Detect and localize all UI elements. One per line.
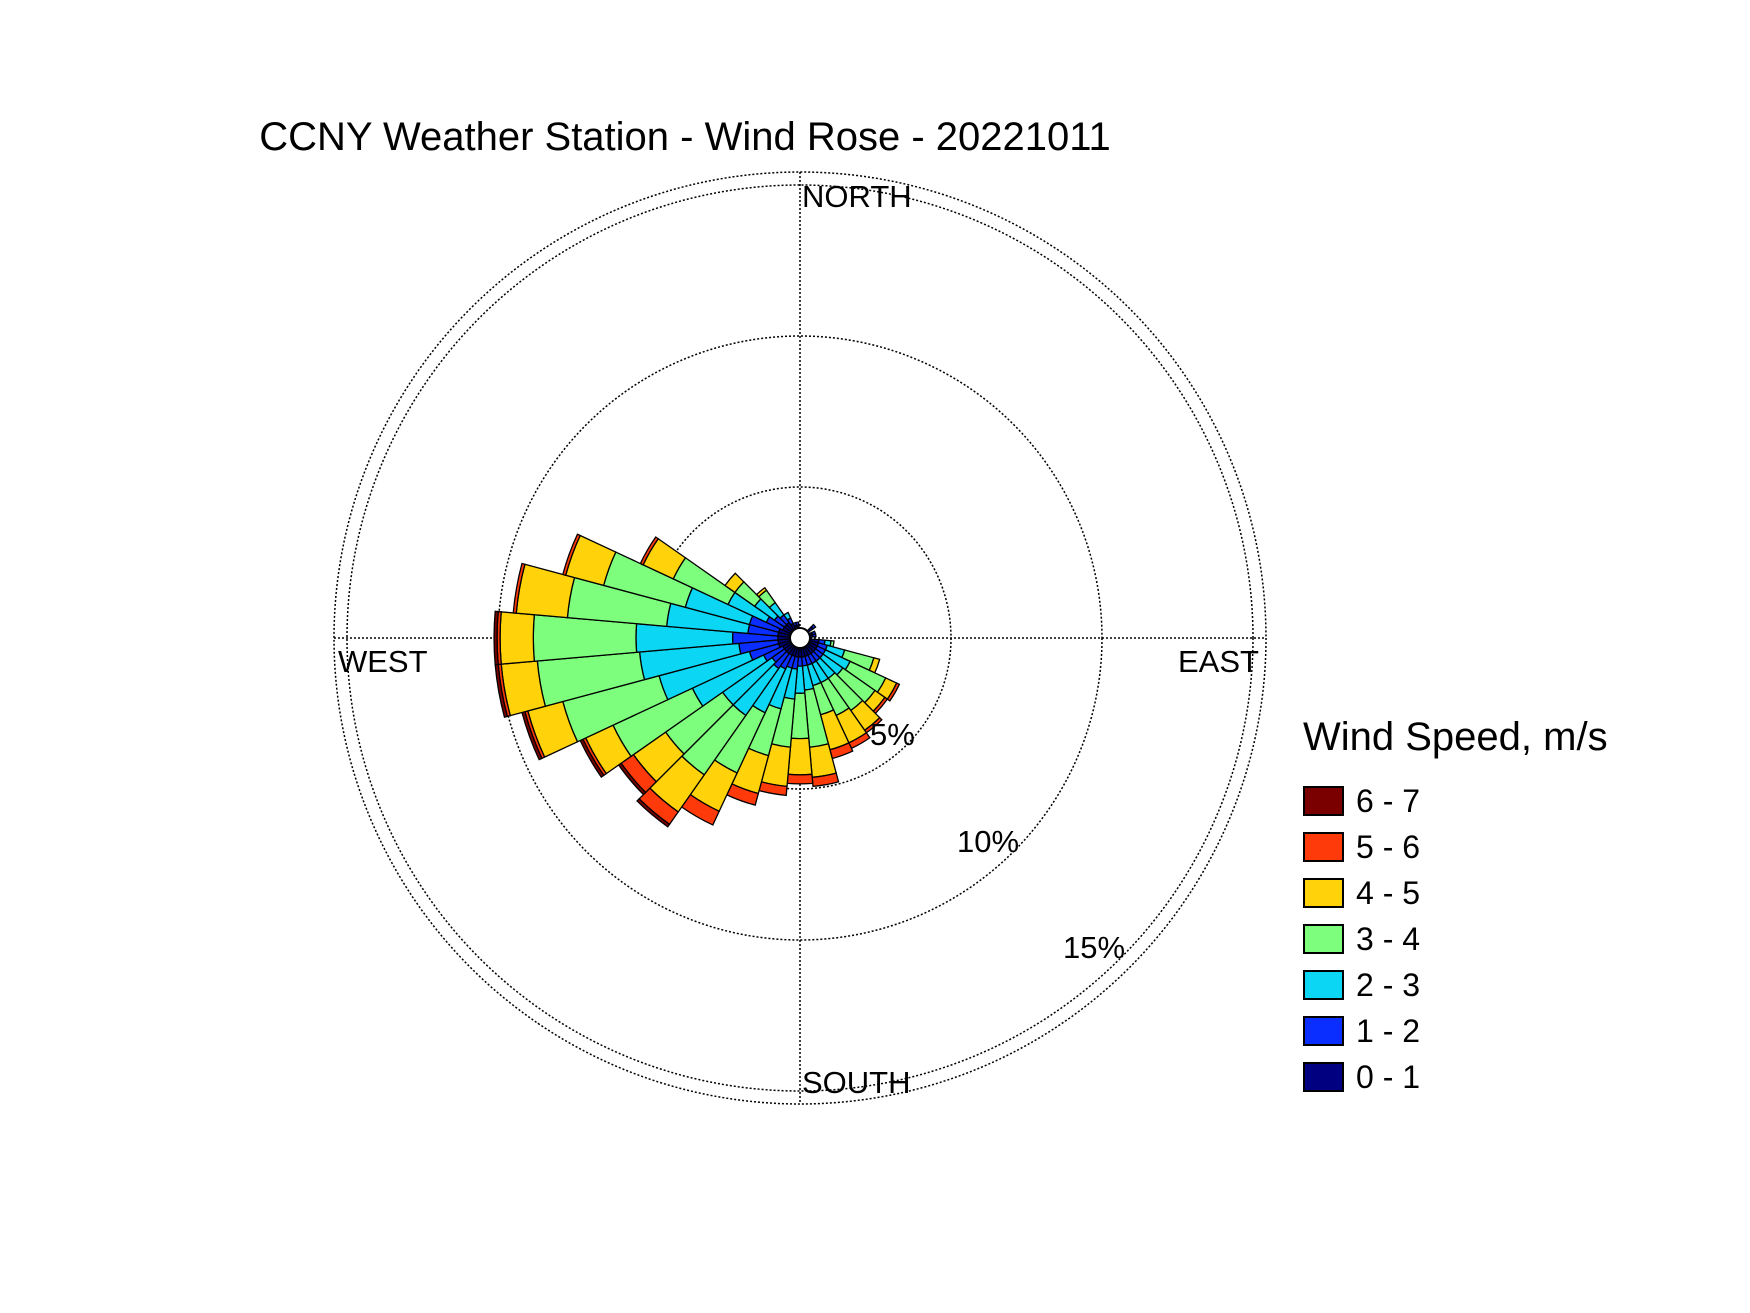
- legend-item: 4 - 5: [1303, 870, 1608, 916]
- legend-label: 0 - 1: [1356, 1058, 1421, 1095]
- bar-dir-270-bin-6: [493, 610, 499, 666]
- legend-label: 3 - 4: [1356, 920, 1421, 957]
- legend-swatch: [1303, 786, 1344, 816]
- wind-bars: [493, 533, 901, 828]
- bar-dir-220-bin-6: [636, 797, 671, 828]
- legend-swatch: [1303, 832, 1344, 862]
- bar-dir-350-bin-1: [795, 621, 800, 627]
- legend-swatch: [1303, 924, 1344, 954]
- bar-dir-280-bin-5: [512, 562, 526, 614]
- ring-15: [346, 184, 1254, 1092]
- legend-label: 1 - 2: [1356, 1012, 1421, 1049]
- west-label: WEST: [338, 644, 428, 679]
- bar-dir-170-bin-5: [811, 772, 840, 788]
- legend-swatch: [1303, 1062, 1344, 1092]
- bar-dir-270-bin-4: [499, 611, 536, 665]
- bar-dir-320-bin-4: [755, 586, 768, 598]
- legend-label: 6 - 7: [1356, 782, 1421, 819]
- bar-dir-330-bin-2: [782, 611, 792, 621]
- east-label: EAST: [1178, 644, 1259, 679]
- legend: Wind Speed, m/s 6 - 7 5 - 6 4 - 5 3 - 4 2 - …: [1303, 715, 1608, 1100]
- legend-items: 6 - 7 5 - 6 4 - 5 3 - 4 2 - 3 1 - 2 0 - 1: [1303, 778, 1608, 1100]
- legend-item: 6 - 7: [1303, 778, 1608, 824]
- chart-title: CCNY Weather Station - Wind Rose - 20221…: [259, 115, 1111, 159]
- bar-dir-310-bin-4: [724, 572, 745, 594]
- ring-label-10: 10%: [957, 824, 1020, 859]
- bar-dir-180-bin-5: [786, 773, 814, 785]
- legend-title: Wind Speed, m/s: [1303, 715, 1608, 759]
- legend-label: 5 - 6: [1356, 828, 1421, 865]
- bar-dir-290-bin-5: [562, 533, 582, 577]
- legend-item: 2 - 3: [1303, 962, 1608, 1008]
- legend-item: 1 - 2: [1303, 1008, 1608, 1054]
- legend-swatch: [1303, 970, 1344, 1000]
- bar-dir-50-bin-1: [810, 623, 817, 630]
- legend-item: 3 - 4: [1303, 916, 1608, 962]
- bar-dir-180-bin-4: [787, 737, 813, 776]
- ring-label-5: 5%: [870, 717, 915, 752]
- ring-outer: [333, 171, 1267, 1105]
- legend-item: 0 - 1: [1303, 1054, 1608, 1100]
- legend-swatch: [1303, 1016, 1344, 1046]
- north-label: NORTH: [802, 179, 912, 214]
- bar-dir-120-bin-5: [886, 682, 901, 702]
- ring-label-15: 15%: [1063, 930, 1126, 965]
- legend-item: 5 - 6: [1303, 824, 1608, 870]
- bar-dir-80-bin-1: [811, 633, 817, 638]
- center-hub: [789, 627, 811, 649]
- bar-dir-300-bin-5: [639, 536, 660, 566]
- legend-label: 2 - 3: [1356, 966, 1421, 1003]
- legend-swatch: [1303, 878, 1344, 908]
- legend-label: 4 - 5: [1356, 874, 1421, 911]
- south-label: SOUTH: [802, 1065, 911, 1100]
